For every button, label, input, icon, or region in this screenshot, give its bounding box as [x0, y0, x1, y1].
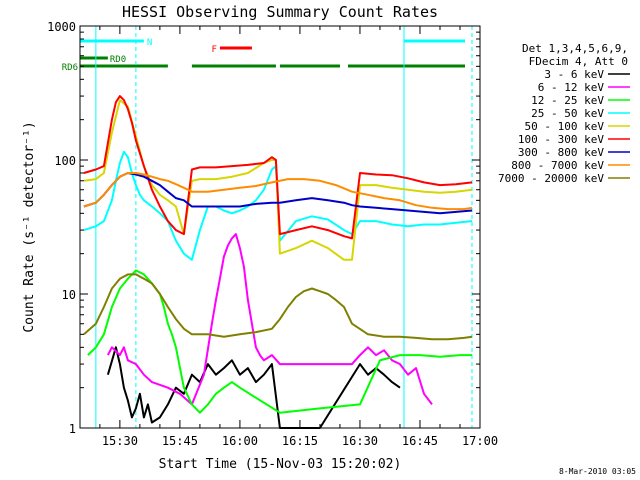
x-tick-label: 16:45	[402, 434, 438, 448]
flag-bar-label: RD6	[62, 63, 78, 73]
y-tick-label: 1000	[47, 20, 76, 34]
x-tick-label: 16:30	[342, 434, 378, 448]
legend-header: FDecim 4, Att 0	[529, 55, 628, 68]
series-line	[83, 172, 473, 211]
footer-date: 8-Mar-2010 03:05	[559, 467, 636, 476]
legend-entry-label: 100 - 300 keV	[518, 133, 604, 146]
y-axis-label: Count Rate (s⁻¹ detector⁻¹)	[22, 121, 37, 332]
series-line	[107, 233, 433, 406]
flag-bar-label: N	[147, 38, 152, 48]
flag-bar-label: F	[211, 45, 216, 55]
series-lines	[83, 95, 473, 429]
legend-entry-label: 6 - 12 keV	[538, 81, 605, 94]
x-axis: 15:30 15:45 16:00 16:15 16:30 16:45 17:00	[99, 26, 498, 448]
legend-entry-label: 300 - 800 keV	[518, 146, 604, 159]
series-line	[83, 150, 473, 261]
series-line	[87, 269, 472, 414]
series-line	[83, 95, 473, 240]
flag-bars: N F RD0 RD6	[62, 38, 465, 73]
legend-header: Det 1,3,4,5,6,9,	[522, 42, 628, 55]
legend: Det 1,3,4,5,6,9,FDecim 4, Att 03 - 6 keV…	[498, 42, 630, 185]
y-tick-label: 1	[69, 422, 76, 436]
x-axis-label: Start Time (15-Nov-03 15:20:02)	[159, 457, 402, 472]
legend-entry-label: 7000 - 20000 keV	[498, 172, 604, 185]
legend-entry-label: 25 - 50 keV	[531, 107, 604, 120]
y-tick-label: 10	[62, 288, 76, 302]
y-tick-label: 100	[54, 154, 76, 168]
flag-bar-label: RD0	[110, 55, 126, 65]
x-tick-label: 15:45	[162, 434, 198, 448]
legend-entry-label: 3 - 6 keV	[544, 68, 604, 81]
x-tick-label: 17:00	[462, 434, 498, 448]
x-tick-label: 16:00	[222, 434, 258, 448]
chart-title: HESSI Observing Summary Count Rates	[122, 3, 438, 21]
legend-entry-label: 800 - 7000 keV	[511, 159, 604, 172]
x-tick-label: 15:30	[102, 434, 138, 448]
y-axis: 1 10 100 1000	[47, 20, 480, 436]
series-line	[83, 273, 473, 341]
legend-entry-label: 50 - 100 keV	[525, 120, 605, 133]
legend-entry-label: 12 - 25 keV	[531, 94, 604, 107]
x-tick-label: 16:15	[282, 434, 318, 448]
